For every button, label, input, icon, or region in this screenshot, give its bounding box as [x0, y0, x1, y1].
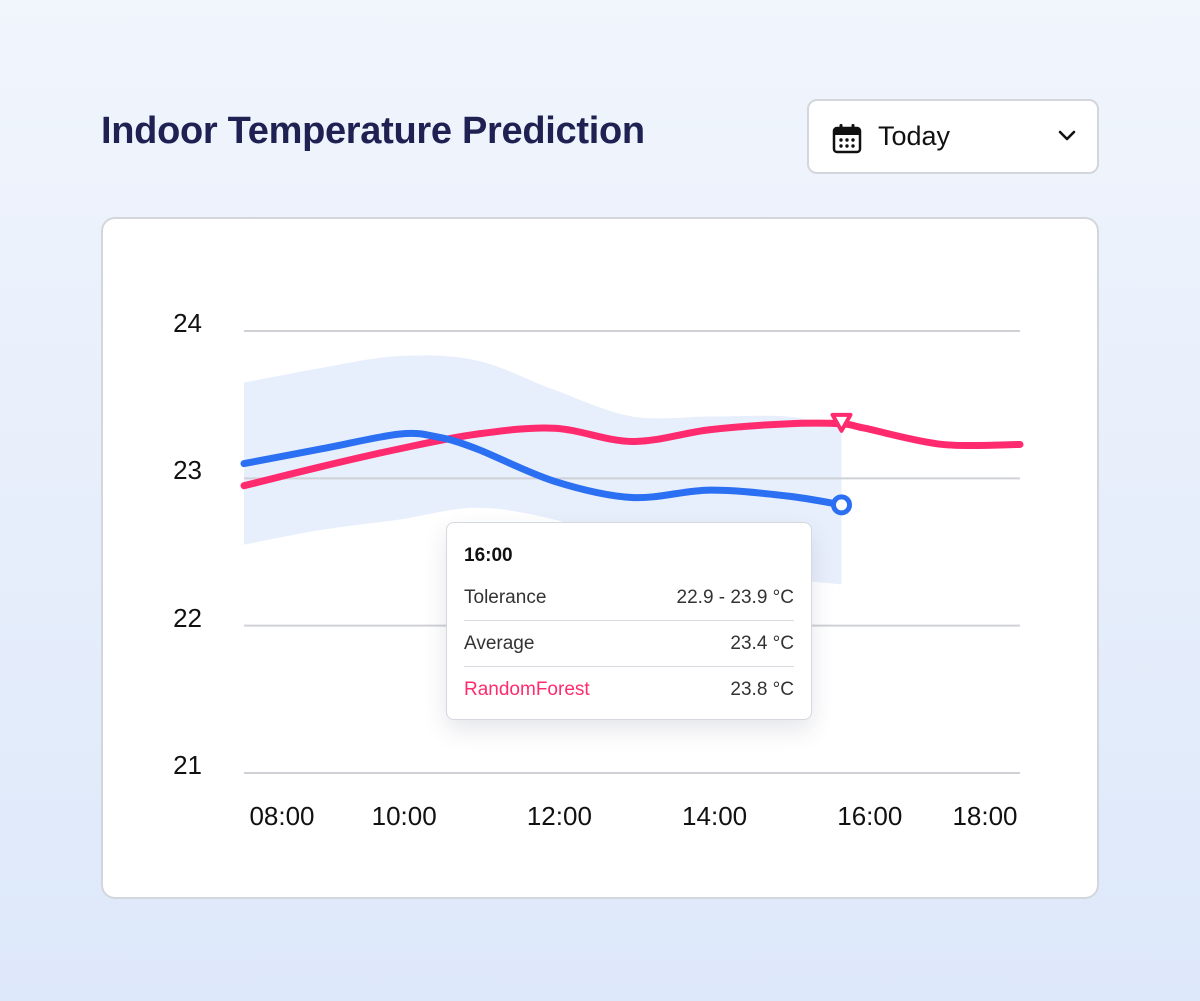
y-tick-label: 21: [173, 750, 202, 780]
average-point-marker: [831, 494, 853, 516]
y-tick-label: 23: [173, 455, 202, 486]
x-tick-label: 08:00: [249, 801, 315, 831]
x-tick-label: 16:00: [837, 801, 903, 831]
tooltip-label: RandomForest: [464, 679, 590, 700]
tooltip-value: 22.9 - 23.9 °C: [676, 587, 794, 608]
y-tick-label: 22: [173, 602, 202, 633]
tooltip-row-tolerance: Tolerance 22.9 - 23.9 °C: [464, 587, 794, 633]
chevron-down-icon[interactable]: [1057, 129, 1077, 143]
series-line-randomforest: [240, 419, 1024, 490]
calendar-icon: [832, 124, 862, 154]
y-tick-label: 24: [173, 308, 202, 338]
x-tick-label: 12:00: [526, 801, 592, 831]
date-range-value: Today: [878, 121, 951, 151]
tooltip-value: 23.8 °C: [730, 679, 794, 700]
tooltip-value: 23.4 °C: [730, 633, 794, 654]
tooltip-label: Average: [464, 633, 535, 654]
x-tick-label: 18:00: [952, 801, 1018, 831]
series-line-average: [240, 429, 846, 509]
randomforest-point-marker: [830, 412, 853, 433]
tooltip-divider: [464, 620, 794, 621]
tooltip-label: Tolerance: [464, 587, 547, 608]
x-tick-label: 10:00: [371, 801, 437, 831]
page-title: Indoor Temperature Prediction: [101, 110, 645, 152]
date-range-select[interactable]: Today: [807, 99, 1099, 174]
tooltip-time: 16:00: [464, 545, 513, 566]
tooltip-row-randomforest: RandomForest 23.8 °C: [464, 679, 794, 725]
tooltip-row-average: Average 23.4 °C: [464, 633, 794, 679]
x-tick-label: 14:00: [682, 801, 748, 831]
tooltip-divider: [464, 666, 794, 667]
chart-tooltip: 16:00 Tolerance 22.9 - 23.9 °C Average 2…: [446, 522, 812, 720]
